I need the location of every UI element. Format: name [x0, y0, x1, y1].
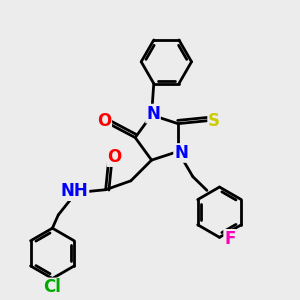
Text: O: O — [97, 112, 111, 130]
Text: S: S — [208, 112, 220, 130]
Text: N: N — [174, 144, 188, 162]
Text: NH: NH — [61, 182, 88, 200]
Text: N: N — [146, 105, 160, 123]
Text: Cl: Cl — [44, 278, 61, 296]
Text: O: O — [107, 148, 122, 166]
Text: F: F — [224, 230, 236, 248]
